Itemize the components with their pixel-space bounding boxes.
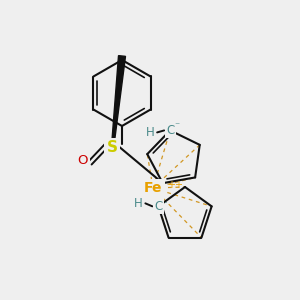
Text: H: H	[146, 126, 154, 139]
Text: Fe: Fe	[144, 181, 162, 195]
Text: ++: ++	[167, 180, 183, 190]
Text: S: S	[106, 140, 118, 155]
Polygon shape	[111, 56, 125, 153]
Text: O: O	[78, 154, 88, 166]
Text: C: C	[154, 200, 163, 213]
Text: ·: ·	[164, 197, 167, 210]
Text: C: C	[166, 124, 174, 137]
Text: H: H	[134, 197, 143, 210]
Text: ⁻: ⁻	[175, 122, 180, 131]
